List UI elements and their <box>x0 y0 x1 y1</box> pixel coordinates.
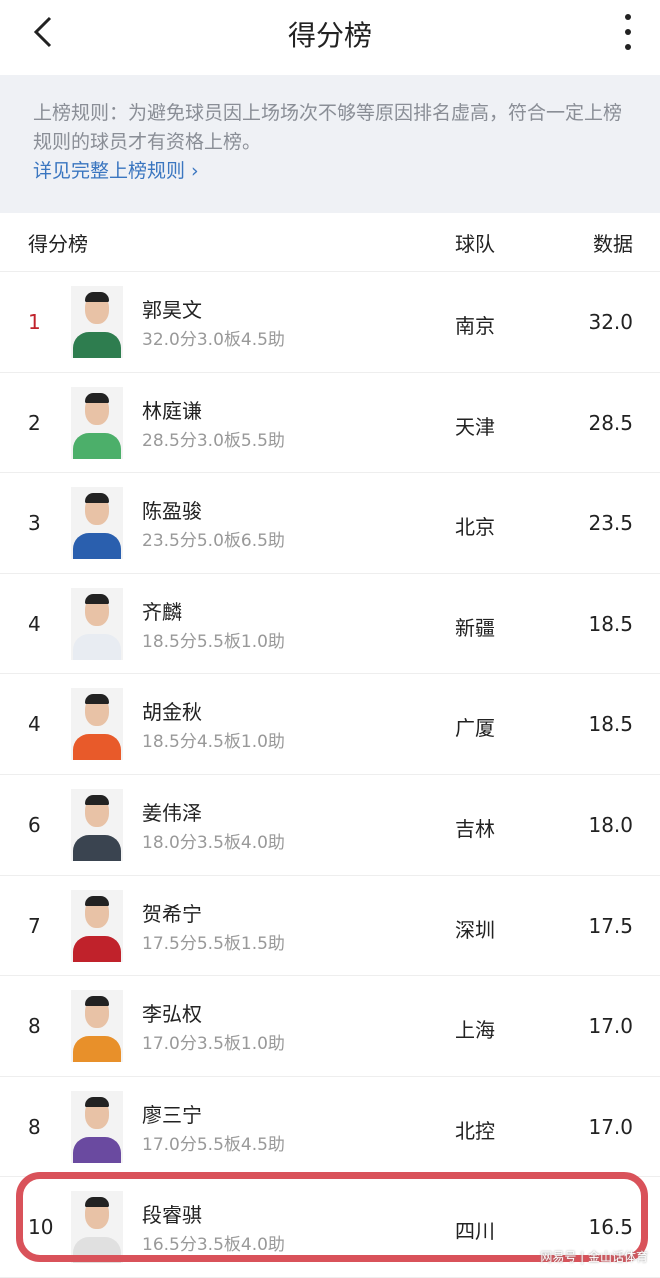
rank: 8 <box>28 1014 41 1039</box>
player-name[interactable]: 贺希宁 <box>142 901 202 926</box>
watermark: 网易号 | 金山话体育 <box>540 1250 648 1264</box>
team-name: 深圳 <box>455 917 495 942</box>
points-value: 23.5 <box>588 511 633 536</box>
avatar <box>71 587 123 660</box>
avatar <box>71 688 123 761</box>
rank: 8 <box>28 1114 41 1139</box>
avatar <box>71 487 123 560</box>
header-team: 球队 <box>455 231 495 256</box>
player-stats: 18.5分4.5板1.0助 <box>142 732 285 753</box>
player-name[interactable]: 姜伟泽 <box>142 800 202 825</box>
points-value: 16.5 <box>588 1215 633 1240</box>
player-name[interactable]: 段睿骐 <box>142 1203 202 1228</box>
team-name: 南京 <box>455 314 495 338</box>
player-name[interactable]: 陈盈骏 <box>142 499 202 524</box>
rank: 1 <box>28 310 41 334</box>
table-row[interactable]: 10 段睿骐 16.5分3.5板4.0助 四川 16.5 <box>0 1177 660 1278</box>
rank: 7 <box>28 913 41 938</box>
team-name: 天津 <box>455 414 495 439</box>
table-row[interactable]: 8 廖三宁 17.0分5.5板4.5助 北控 17.0 <box>0 1077 660 1178</box>
points-value: 17.0 <box>588 1014 633 1039</box>
points-value: 28.5 <box>588 410 633 435</box>
table-row[interactable]: 8 李弘权 17.0分3.5板1.0助 上海 17.0 <box>0 976 660 1077</box>
table-row[interactable]: 6 姜伟泽 18.0分3.5板4.0助 吉林 18.0 <box>0 775 660 876</box>
team-name: 北控 <box>455 1118 495 1143</box>
points-value: 17.5 <box>588 913 633 938</box>
rank: 2 <box>28 410 41 435</box>
table-row[interactable]: 7 贺希宁 17.5分5.5板1.5助 深圳 17.5 <box>0 876 660 977</box>
team-name: 上海 <box>455 1018 495 1043</box>
team-name: 新疆 <box>455 615 495 640</box>
highlight-box <box>16 1172 648 1262</box>
team-name: 北京 <box>455 515 495 540</box>
table-row[interactable]: 3 陈盈骏 23.5分5.0板6.5助 北京 23.5 <box>0 473 660 574</box>
more-vertical-icon[interactable] <box>618 12 638 52</box>
ranking-rules-notice: 上榜规则：为避免球员因上场场次不够等原因排名虚高，符合一定上榜规则的球员才有资格… <box>0 75 660 213</box>
chevron-left-icon[interactable] <box>28 14 68 54</box>
team-name: 广厦 <box>455 716 495 741</box>
points-value: 18.5 <box>588 611 633 636</box>
avatar <box>71 788 123 861</box>
list-header: 得分榜 球队 数据 <box>0 213 660 272</box>
points-value: 18.0 <box>588 812 633 837</box>
table-row[interactable]: 2 林庭谦 28.5分3.0板5.5助 天津 28.5 <box>0 373 660 474</box>
player-stats: 28.5分3.0板5.5助 <box>142 430 285 451</box>
player-stats: 16.5分3.5板4.0助 <box>142 1235 285 1256</box>
table-row[interactable]: 1 郭昊文 32.0分3.0板4.5助 南京 32.0 <box>0 272 660 373</box>
table-row[interactable]: 4 胡金秋 18.5分4.5板1.0助 广厦 18.5 <box>0 674 660 775</box>
rank: 10 <box>28 1215 54 1240</box>
points-value: 18.5 <box>588 712 633 737</box>
points-value: 32.0 <box>588 310 633 334</box>
rank: 3 <box>28 511 41 536</box>
player-stats: 17.0分3.5板1.0助 <box>142 1034 285 1055</box>
rank: 4 <box>28 611 41 636</box>
rank: 6 <box>28 812 41 837</box>
team-name: 吉林 <box>455 816 495 841</box>
player-stats: 32.0分3.0板4.5助 <box>142 330 285 350</box>
table-row[interactable]: 4 齐麟 18.5分5.5板1.0助 新疆 18.5 <box>0 574 660 675</box>
full-rules-link[interactable]: 详见完整上榜规则 › <box>33 160 199 182</box>
player-name[interactable]: 胡金秋 <box>142 700 202 725</box>
rules-text: 上榜规则：为避免球员因上场场次不够等原因排名虚高，符合一定上榜规则的球员才有资格… <box>33 102 623 153</box>
header-ranking: 得分榜 <box>28 231 88 256</box>
player-stats: 23.5分5.0板6.5助 <box>142 531 285 552</box>
top-bar: 得分榜 <box>0 0 660 75</box>
player-name[interactable]: 李弘权 <box>142 1002 202 1027</box>
points-value: 17.0 <box>588 1114 633 1139</box>
player-name[interactable]: 齐麟 <box>142 599 182 624</box>
player-name[interactable]: 林庭谦 <box>142 398 202 423</box>
team-name: 四川 <box>455 1219 495 1244</box>
header-data: 数据 <box>593 231 633 256</box>
player-stats: 17.0分5.5板4.5助 <box>142 1134 285 1155</box>
ranking-list: 1 郭昊文 32.0分3.0板4.5助 南京 32.0 2 林庭谦 28.5分3.… <box>0 272 660 1278</box>
player-stats: 18.0分3.5板4.0助 <box>142 832 285 853</box>
player-stats: 17.5分5.5板1.5助 <box>142 933 285 954</box>
avatar <box>71 990 123 1063</box>
avatar <box>71 386 123 459</box>
player-name[interactable]: 廖三宁 <box>142 1102 202 1127</box>
avatar <box>71 286 123 358</box>
player-stats: 18.5分5.5板1.0助 <box>142 631 285 652</box>
rank: 4 <box>28 712 41 737</box>
avatar <box>71 889 123 962</box>
avatar <box>71 1090 123 1163</box>
page-title: 得分榜 <box>287 19 372 52</box>
player-name[interactable]: 郭昊文 <box>142 298 202 322</box>
